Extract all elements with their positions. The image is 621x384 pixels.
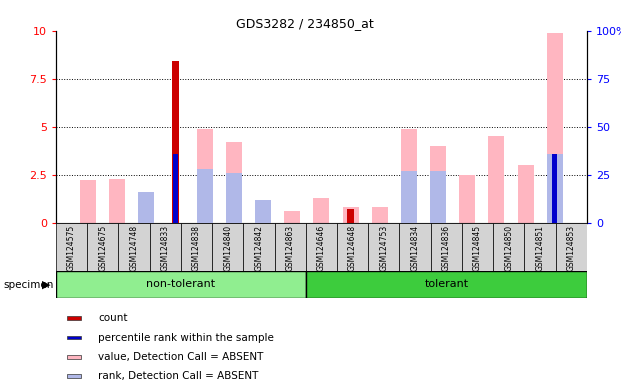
Text: GDS3282 / 234850_at: GDS3282 / 234850_at — [236, 17, 374, 30]
Text: tolerant: tolerant — [424, 279, 468, 289]
Bar — [197, 169, 213, 223]
Bar — [546, 154, 563, 223]
Text: GSM124675: GSM124675 — [98, 225, 107, 271]
Bar — [372, 207, 388, 223]
Text: GSM124845: GSM124845 — [473, 225, 482, 271]
Bar — [255, 200, 271, 223]
Bar — [226, 173, 242, 223]
Bar — [546, 33, 563, 223]
Bar — [430, 146, 446, 223]
Bar — [274, 223, 306, 271]
Bar — [430, 171, 446, 223]
Bar — [56, 271, 306, 298]
Text: GSM124850: GSM124850 — [504, 225, 514, 271]
Bar — [431, 223, 462, 271]
Bar — [138, 192, 155, 223]
Bar — [66, 316, 81, 320]
Bar — [138, 198, 155, 223]
Text: percentile rank within the sample: percentile rank within the sample — [98, 333, 274, 343]
Bar — [109, 179, 125, 223]
Bar — [337, 223, 368, 271]
Text: rank, Detection Call = ABSENT: rank, Detection Call = ABSENT — [98, 371, 259, 381]
Text: ▶: ▶ — [42, 280, 51, 290]
Bar — [552, 154, 557, 223]
Text: count: count — [98, 313, 128, 323]
Bar — [368, 223, 399, 271]
Bar — [488, 136, 504, 223]
Bar — [284, 211, 300, 223]
Text: GSM124863: GSM124863 — [286, 225, 294, 271]
Bar — [66, 336, 81, 339]
Bar — [56, 223, 87, 271]
Bar — [401, 129, 417, 223]
Bar — [255, 215, 271, 223]
Text: GSM124840: GSM124840 — [223, 225, 232, 271]
Bar — [181, 223, 212, 271]
Bar — [87, 223, 119, 271]
Bar — [306, 271, 587, 298]
Bar — [212, 223, 243, 271]
Bar — [80, 180, 96, 223]
Text: GSM124646: GSM124646 — [317, 225, 326, 271]
Bar — [66, 355, 81, 359]
Bar — [150, 223, 181, 271]
Bar — [524, 223, 556, 271]
Text: GSM124575: GSM124575 — [67, 225, 76, 271]
Text: non-tolerant: non-tolerant — [147, 279, 215, 289]
Text: GSM124838: GSM124838 — [192, 225, 201, 271]
Bar — [197, 129, 213, 223]
Bar — [399, 223, 431, 271]
Text: GSM124833: GSM124833 — [161, 225, 170, 271]
Bar — [517, 165, 533, 223]
Bar — [493, 223, 524, 271]
Bar — [119, 223, 150, 271]
Text: GSM124834: GSM124834 — [410, 225, 420, 271]
Text: value, Detection Call = ABSENT: value, Detection Call = ABSENT — [98, 352, 264, 362]
Text: GSM124648: GSM124648 — [348, 225, 357, 271]
Bar — [459, 175, 475, 223]
Bar — [462, 223, 493, 271]
Bar — [243, 223, 274, 271]
Text: GSM124842: GSM124842 — [255, 225, 263, 271]
Bar — [172, 61, 179, 223]
Text: GSM124851: GSM124851 — [535, 225, 545, 271]
Bar — [556, 223, 587, 271]
Text: GSM124836: GSM124836 — [442, 225, 451, 271]
Bar — [347, 209, 354, 223]
Text: GSM124748: GSM124748 — [129, 225, 138, 271]
Text: specimen: specimen — [3, 280, 53, 290]
Bar — [306, 223, 337, 271]
Bar — [173, 154, 178, 223]
Bar — [401, 171, 417, 223]
Text: GSM124853: GSM124853 — [567, 225, 576, 271]
Bar — [226, 142, 242, 223]
Bar — [343, 207, 358, 223]
Text: GSM124753: GSM124753 — [379, 225, 388, 271]
Bar — [66, 374, 81, 378]
Bar — [314, 198, 329, 223]
